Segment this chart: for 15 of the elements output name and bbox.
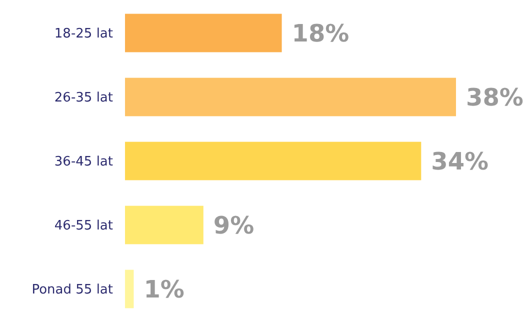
y-tick-label: 36-45 lat [54,154,113,170]
y-tick-label: Ponad 55 lat [32,282,113,298]
data-label: 38% [466,84,524,112]
data-label: 9% [213,212,254,240]
bar [125,270,134,308]
y-tick-label: 18-25 lat [54,26,113,42]
data-label: 18% [292,20,350,48]
bar [125,14,282,52]
bar [125,78,456,116]
bar [125,206,204,244]
data-label: 34% [431,148,489,176]
data-label: 1% [144,276,184,304]
y-tick-label: 46-55 lat [54,218,113,234]
y-tick-label: 26-35 lat [54,90,113,106]
bar [125,142,422,180]
